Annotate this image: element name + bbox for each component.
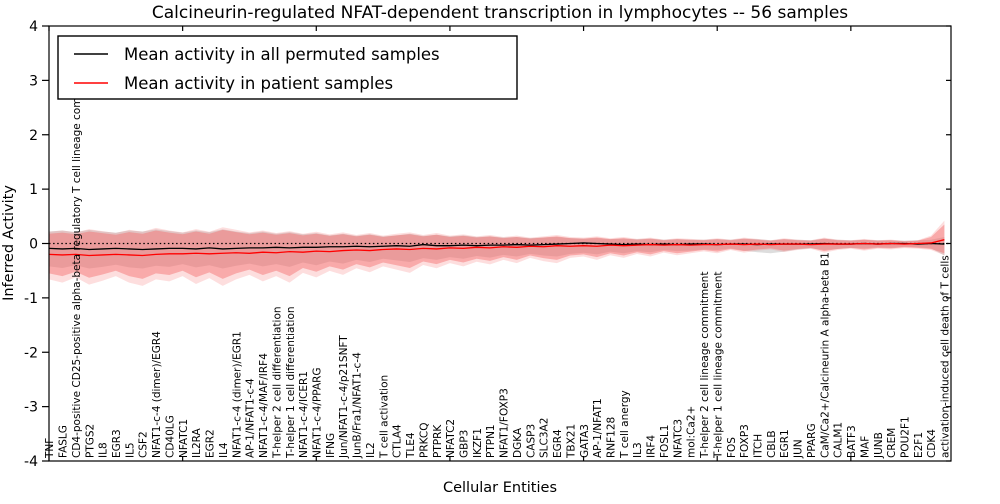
category-label: NFAT1-c-4/PPARG	[311, 367, 323, 458]
category-label: EGR4	[552, 429, 564, 458]
category-label: RNF128	[605, 417, 617, 458]
patient-samples-band-outer	[49, 220, 945, 286]
category-label: T-helper 2 cell lineage commitment	[699, 272, 711, 459]
category-label: IL8	[98, 442, 110, 458]
category-label: T cell anergy	[619, 390, 631, 459]
y-axis-label: Inferred Activity	[1, 185, 17, 301]
category-label: MAF	[859, 436, 871, 458]
category-label: GATA3	[579, 424, 591, 458]
category-label: IL2	[365, 442, 377, 458]
y-tick-label: -3	[24, 400, 38, 416]
category-label: Jun/NFAT1-c-4/p21SNFT	[338, 335, 350, 459]
category-label: JUNB	[873, 432, 885, 459]
y-tick-label: 0	[29, 237, 38, 253]
category-label: FOS	[726, 437, 738, 458]
category-label: IL5	[124, 442, 136, 458]
category-label: FOSL1	[659, 425, 671, 459]
category-label: TNF	[44, 438, 56, 459]
category-label: JunB/Fra1/NFAT1-c-4	[352, 352, 364, 459]
category-label: EGR1	[779, 429, 791, 458]
category-label: CTLA4	[392, 424, 404, 458]
category-label: IRF4	[646, 435, 658, 458]
category-label: T-helper 2 cell differentiation	[271, 306, 283, 459]
category-label: activation-induced cell death of T cells	[940, 255, 952, 458]
category-label: IL4	[218, 442, 230, 458]
category-label: SLC3A2	[539, 418, 551, 458]
category-label: T cell activation	[378, 375, 390, 459]
y-tick-label: -2	[24, 345, 38, 361]
category-label: ITCH	[753, 434, 765, 458]
category-label: CREM	[886, 428, 898, 458]
category-label: AP-1/NFAT1-c-4	[245, 378, 257, 458]
y-tick-label: 1	[29, 182, 38, 198]
category-label: T-helper 1 cell lineage commitment	[712, 272, 724, 459]
category-label: CBLB	[766, 430, 778, 458]
y-tick-label: 2	[29, 128, 38, 144]
category-label: EGR3	[111, 429, 123, 458]
category-label: CSF2	[138, 431, 150, 458]
category-label: BATF3	[846, 425, 858, 458]
category-label: PRKCQ	[418, 422, 430, 458]
patient-samples-band	[49, 224, 945, 279]
category-label: PTPRK	[432, 424, 444, 458]
category-label: NFAT1-c-4/ICER1	[298, 371, 310, 458]
permuted-samples-band	[49, 229, 945, 269]
legend-label-permuted: Mean activity in all permuted samples	[124, 45, 440, 64]
category-label: GBP3	[458, 430, 470, 458]
patient-mean-line	[48, 239, 945, 257]
category-label: NFAT1-c-4/MAF/IRF4	[258, 353, 270, 458]
category-label: NFAT1/FOXP3	[499, 388, 511, 458]
y-tick-label: 3	[29, 73, 38, 89]
y-tick-label: -1	[24, 291, 38, 307]
category-label: POU2F1	[900, 416, 912, 458]
category-label: IKZF1	[472, 428, 484, 458]
category-label: IL2RA	[191, 428, 203, 458]
x-axis-label: Cellular Entities	[443, 480, 557, 496]
category-label: DGKA	[512, 427, 524, 458]
category-label: NFATC3	[672, 419, 684, 458]
category-label: NFATC1	[178, 419, 190, 458]
category-label: EGR2	[205, 429, 217, 458]
category-label: FOXP3	[739, 424, 751, 458]
category-label: IL3	[632, 442, 644, 458]
category-label: NFAT1-c-4 (dimer)/EGR1	[231, 331, 243, 458]
category-label: NFATC2	[445, 419, 457, 458]
category-label: AP-1/NFAT1	[592, 398, 604, 458]
category-label: CALM1	[833, 422, 845, 458]
category-label: T-helper 1 cell differentiation	[285, 306, 297, 459]
category-label: FASLG	[58, 425, 70, 458]
category-label: JUN	[793, 439, 805, 459]
category-label: CASP3	[525, 424, 537, 458]
category-label: mol:Ca2+	[686, 406, 698, 458]
category-label: NFAT1-c-4 (dimer)/EGR4	[151, 331, 163, 458]
category-label: PPARG	[806, 423, 818, 458]
legend-box	[57, 35, 518, 100]
category-label: CaM/Ca2+/Calcineurin A alpha-beta B1	[819, 252, 831, 458]
category-label: IFNG	[325, 433, 337, 458]
category-label: E2F1	[913, 432, 925, 458]
y-tick-label: 4	[29, 19, 38, 35]
chart-title: Calcineurin-regulated NFAT-dependent tra…	[152, 3, 848, 23]
category-label: TLE4	[405, 432, 417, 459]
category-label: CDK4	[926, 429, 938, 458]
category-label: CD4-positive CD25-positive alpha-beta re…	[71, 53, 83, 458]
category-label: TBX21	[565, 424, 577, 459]
category-label: PTGS2	[84, 424, 96, 458]
legend-label-patient: Mean activity in patient samples	[124, 74, 393, 93]
category-label: PTPN1	[485, 424, 497, 458]
y-tick-label: -4	[24, 454, 38, 470]
category-label: CD40LG	[164, 415, 176, 458]
